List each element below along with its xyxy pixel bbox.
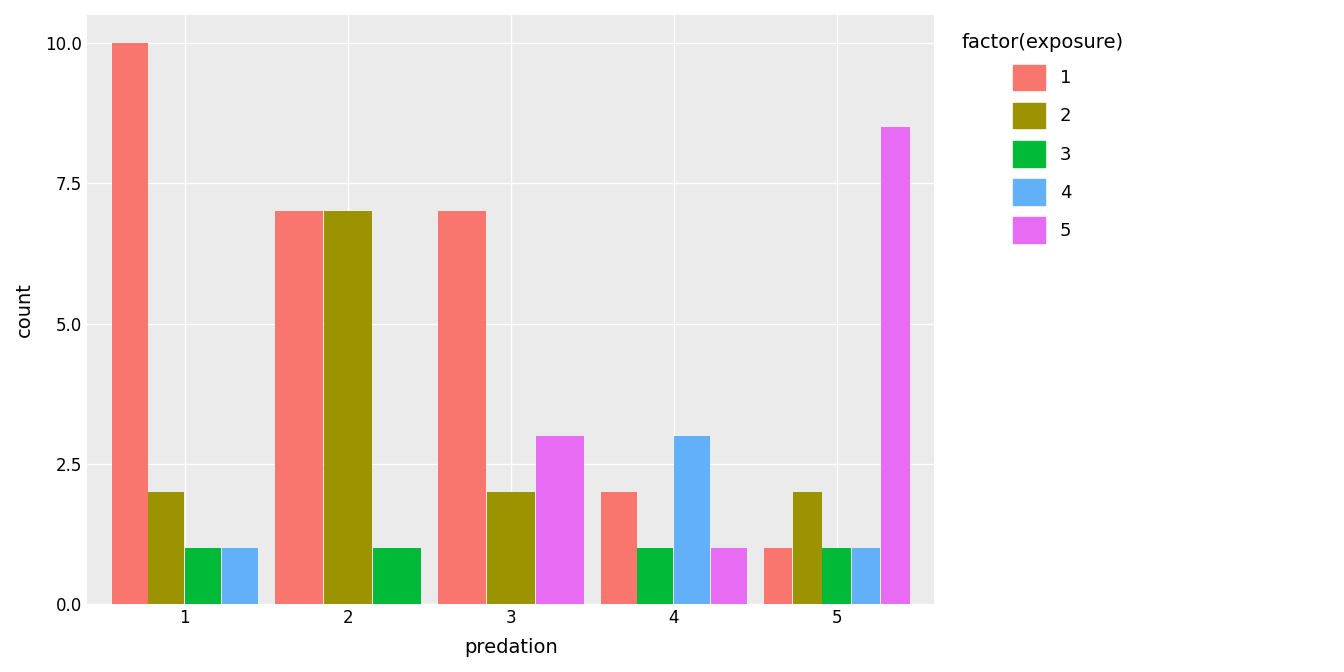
Bar (852, 548, 880, 604)
Y-axis label: count: count (15, 282, 34, 337)
Bar (601, 492, 637, 604)
Bar (274, 211, 323, 604)
Bar (372, 548, 421, 604)
Bar (487, 492, 535, 604)
Legend: 1, 2, 3, 4, 5: 1, 2, 3, 4, 5 (952, 24, 1132, 252)
Bar (763, 548, 793, 604)
Bar (112, 43, 148, 604)
Bar (222, 548, 258, 604)
Bar (823, 548, 851, 604)
Bar (324, 211, 372, 604)
Bar (793, 492, 821, 604)
Bar (438, 211, 485, 604)
Bar (536, 435, 583, 604)
Bar (637, 548, 673, 604)
Bar (185, 548, 220, 604)
Bar (148, 492, 184, 604)
Bar (882, 127, 910, 604)
Bar (711, 548, 747, 604)
Bar (675, 435, 710, 604)
X-axis label: predation: predation (464, 638, 558, 657)
